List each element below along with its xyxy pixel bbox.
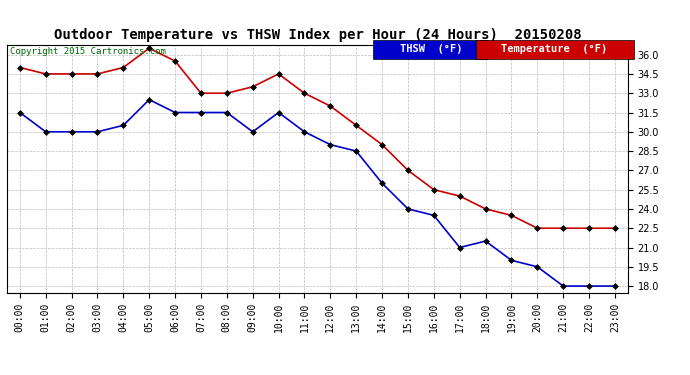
Text: Temperature  (°F): Temperature (°F) <box>502 45 608 54</box>
FancyBboxPatch shape <box>373 40 488 58</box>
Text: Copyright 2015 Cartronics.com: Copyright 2015 Cartronics.com <box>10 47 166 56</box>
FancyBboxPatch shape <box>476 40 634 58</box>
Text: THSW  (°F): THSW (°F) <box>400 45 462 54</box>
Title: Outdoor Temperature vs THSW Index per Hour (24 Hours)  20150208: Outdoor Temperature vs THSW Index per Ho… <box>54 28 581 42</box>
